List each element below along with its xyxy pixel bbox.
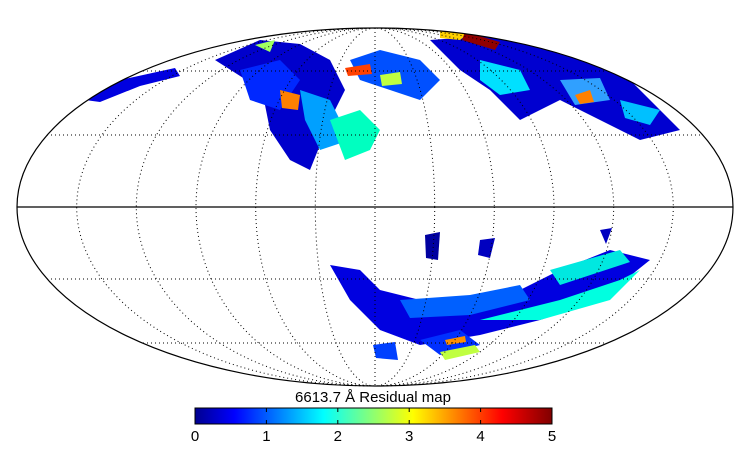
map-title: 6613.7 Å Residual map <box>295 389 451 406</box>
colorbar-tick-label: 2 <box>334 428 342 445</box>
sky-patches <box>85 30 680 360</box>
colorbar-tick-label: 0 <box>191 428 199 445</box>
colorbar-tick-label: 3 <box>405 428 413 445</box>
colorbar-tick-label: 4 <box>476 428 484 445</box>
graticule <box>16 27 734 387</box>
colorbar-tick-label: 5 <box>548 428 556 445</box>
colorbar <box>194 407 553 425</box>
colorbar-tick-label: 1 <box>262 428 270 445</box>
